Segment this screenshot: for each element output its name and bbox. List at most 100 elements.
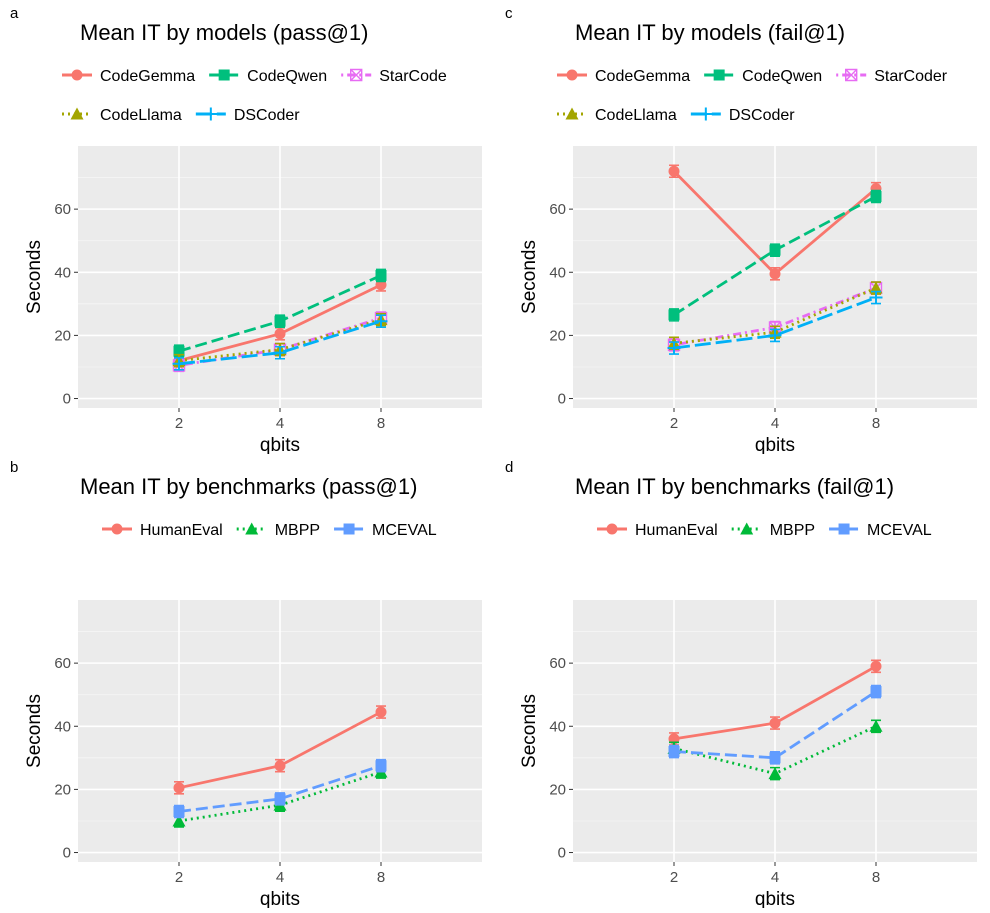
legend-key-marker: [350, 68, 363, 82]
data-point: [869, 281, 883, 294]
legend: CodeGemma CodeQwen StarCode CodeLlama DSCode…: [62, 68, 447, 124]
legend-key-marker: [740, 522, 754, 535]
y-tick-label: 0: [558, 845, 566, 862]
x-tick-label: 8: [872, 869, 880, 886]
series-humaneval: [173, 705, 387, 795]
y-tick-label: 20: [54, 781, 71, 798]
y-axis: 0 20 40 60: [54, 201, 78, 408]
x-axis-label: qbits: [260, 435, 300, 454]
x-tick-label: 2: [670, 869, 678, 886]
legend-item: MCEVAL: [334, 522, 437, 539]
gridlines: [78, 600, 482, 862]
data-point: [769, 268, 781, 280]
y-tick-label: 0: [63, 845, 71, 862]
legend-label: MCEVAL: [372, 522, 437, 539]
legend-key-marker: [245, 522, 259, 535]
chart-svg: d Mean IT by benchmarks (fail@1) HumanEval…: [505, 459, 977, 910]
x-tick-label: 8: [377, 415, 385, 432]
legend-key-marker: [845, 68, 858, 82]
y-axis-label: Seconds: [519, 694, 540, 768]
legend-key-marker: [565, 107, 579, 120]
chart-panel-b: b Mean IT by benchmarks (pass@1) HumanEval…: [0, 454, 495, 913]
data-point: [173, 345, 185, 357]
data-point: [668, 746, 680, 758]
legend-label: CodeGemma: [595, 68, 690, 85]
y-axis-label: Seconds: [519, 240, 540, 314]
x-tick-label: 4: [276, 415, 284, 432]
data-point: [870, 191, 882, 203]
legend-item: MBPP: [731, 522, 815, 539]
y-tick-label: 40: [54, 718, 71, 735]
y-tick-label: 60: [549, 201, 566, 218]
series-mceval: [173, 758, 387, 819]
legend-item: CodeQwen: [209, 68, 327, 85]
legend-label: CodeGemma: [100, 68, 195, 85]
data-point: [768, 328, 782, 342]
legend-item: StarCoder: [836, 68, 948, 85]
data-point: [274, 315, 286, 327]
series-codeqwen: [668, 189, 882, 322]
legend-item: DSCoder: [690, 107, 795, 124]
series-humaneval: [668, 659, 882, 746]
legend-label: CodeQwen: [247, 68, 327, 85]
data-point: [274, 793, 286, 805]
legend-label: StarCoder: [874, 68, 948, 85]
legend-key-marker: [71, 69, 83, 81]
legend-key-marker: [838, 523, 850, 535]
legend-label: MBPP: [275, 522, 320, 539]
legend-key-marker: [566, 69, 578, 81]
data-point: [273, 346, 287, 360]
chart-panel-d: d Mean IT by benchmarks (fail@1) HumanEval…: [495, 454, 990, 913]
data-point: [173, 782, 185, 794]
series-line: [673, 690, 877, 760]
data-point: [869, 719, 883, 732]
chart-panel-a: a Mean IT by models (pass@1) CodeGemma Code…: [0, 0, 495, 459]
y-tick-label: 60: [54, 655, 71, 672]
legend: HumanEval MBPP MCEVAL: [102, 522, 437, 539]
x-tick-label: 4: [771, 869, 779, 886]
data-point: [870, 686, 882, 698]
data-point: [870, 660, 882, 672]
panel-letter: d: [505, 459, 513, 476]
data-point: [274, 328, 286, 340]
y-tick-label: 20: [549, 781, 566, 798]
legend-item: MBPP: [236, 522, 320, 539]
x-tick-label: 8: [872, 415, 880, 432]
data-point: [668, 165, 680, 177]
data-point: [768, 767, 782, 780]
panel-letter: b: [10, 459, 18, 476]
data-point: [375, 760, 387, 772]
chart-title: Mean IT by benchmarks (pass@1): [80, 474, 417, 499]
y-tick-label: 20: [54, 327, 71, 344]
x-axis-label: qbits: [260, 889, 300, 908]
data-point: [668, 309, 680, 321]
legend: HumanEval MBPP MCEVAL: [597, 522, 932, 539]
series-line: [178, 319, 382, 366]
y-axis-label: Seconds: [24, 240, 45, 314]
data-point: [172, 357, 186, 371]
legend-key-marker: [70, 107, 84, 120]
data-point: [173, 805, 185, 817]
legend-key-marker: [606, 523, 618, 535]
legend-key-marker: [204, 107, 218, 121]
x-axis-label: qbits: [755, 435, 795, 454]
legend-item: DSCoder: [195, 107, 300, 124]
legend-label: StarCode: [379, 68, 447, 85]
y-axis: 0 20 40 60: [54, 655, 78, 862]
x-tick-label: 2: [175, 869, 183, 886]
legend-label: CodeLlama: [595, 107, 677, 124]
legend-item: CodeLlama: [557, 107, 677, 124]
x-axis: 2 4 8: [175, 862, 385, 886]
data-point: [274, 760, 286, 772]
data-point: [374, 314, 388, 328]
legend-item: MCEVAL: [829, 522, 932, 539]
chart-title: Mean IT by benchmarks (fail@1): [575, 474, 894, 499]
chart-svg: b Mean IT by benchmarks (pass@1) HumanEval…: [10, 459, 482, 910]
x-tick-label: 2: [175, 415, 183, 432]
y-tick-label: 0: [63, 391, 71, 408]
data-point: [769, 244, 781, 256]
y-axis: 0 20 40 60: [549, 201, 573, 408]
legend-key-marker: [343, 523, 355, 535]
